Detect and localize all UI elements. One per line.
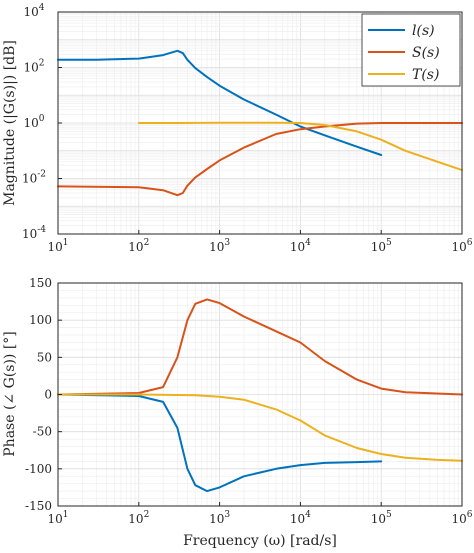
series-line-S	[57, 122, 463, 197]
phase-lines	[57, 298, 463, 493]
series-line-T	[57, 393, 463, 462]
x-tick-label: 104	[290, 510, 311, 526]
legend-label-T: T(s)	[412, 67, 439, 83]
x-tick-label: 105	[371, 238, 392, 254]
legend-label-S: S(s)	[412, 45, 440, 61]
phase-plot: 101 102 103 104 105 106 -150 -100 -50 0 50 100 150 P…	[2, 276, 473, 549]
phase-ticks: 101 102 103 104 105 106 -150 -100 -50 0 50 100 150	[25, 276, 473, 526]
y-tick-label: 100	[29, 313, 52, 327]
magnitude-plot: 101 102 103 104 105 106 10-4 10-2 100 102 104 Magn…	[2, 3, 473, 254]
y-tick-label: -100	[25, 462, 52, 476]
x-tick-label: 106	[451, 238, 472, 254]
y-tick-label: 50	[37, 350, 52, 364]
x-tick-label: 101	[47, 510, 68, 526]
y-tick-label: 10-2	[22, 170, 46, 186]
y-tick-label: 10-4	[22, 225, 46, 241]
y-tick-label: 104	[23, 3, 44, 19]
x-tick-label: 106	[451, 510, 472, 526]
series-line-l	[57, 393, 383, 493]
y-tick-label: 100	[23, 114, 44, 130]
legend-label-l: l(s)	[412, 23, 435, 39]
x-tick-label: 102	[128, 238, 149, 254]
y-tick-label: 150	[29, 276, 52, 290]
series-line-T	[137, 121, 463, 172]
x-tick-label: 105	[371, 510, 392, 526]
y-tick-label: 0	[44, 388, 52, 402]
x-tick-label: 102	[128, 510, 149, 526]
magnitude-lines	[57, 49, 463, 197]
x-tick-label: 103	[209, 238, 230, 254]
phase-x-axis-label: Frequency (ω) [rad/s]	[183, 533, 337, 549]
legend-box	[361, 13, 461, 87]
x-tick-label: 101	[47, 238, 68, 254]
y-tick-label: -150	[25, 499, 52, 513]
x-tick-label: 103	[209, 510, 230, 526]
phase-y-axis-label: Phase (∠ G(s)) [°]	[2, 331, 18, 456]
phase-grid	[57, 282, 463, 507]
x-tick-label: 104	[290, 238, 311, 254]
legend: l(s) S(s) T(s)	[361, 13, 461, 87]
magnitude-ticks: 101 102 103 104 105 106 10-4 10-2 100 102 104	[22, 3, 473, 254]
y-tick-label: -50	[33, 425, 52, 439]
series-line-S	[57, 298, 463, 396]
y-tick-label: 102	[23, 59, 44, 75]
series-line-l	[57, 49, 383, 156]
magnitude-y-axis-label: Magnitude (|G(s)|) [dB]	[2, 40, 18, 206]
